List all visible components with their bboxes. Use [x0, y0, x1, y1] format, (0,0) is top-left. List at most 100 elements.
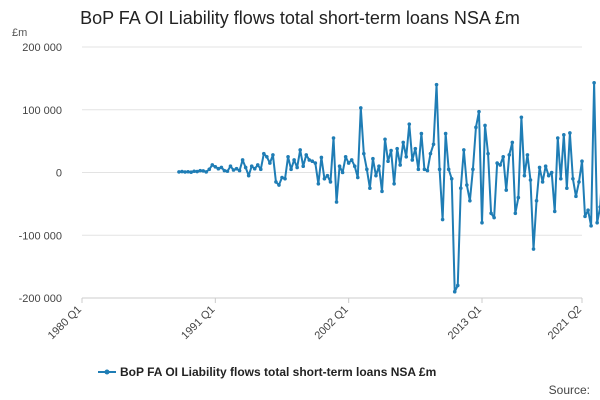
data-point[interactable]	[407, 122, 412, 126]
data-point[interactable]	[292, 158, 296, 162]
data-point[interactable]	[365, 167, 369, 172]
data-point[interactable]	[295, 165, 299, 170]
data-point[interactable]	[310, 159, 315, 163]
data-point[interactable]	[471, 167, 475, 172]
data-point[interactable]	[195, 169, 199, 174]
data-point[interactable]	[368, 186, 372, 190]
data-point[interactable]	[268, 161, 272, 165]
data-point[interactable]	[416, 167, 421, 172]
data-point[interactable]	[328, 180, 333, 184]
data-point[interactable]	[298, 148, 302, 152]
data-point[interactable]	[340, 170, 345, 175]
data-point[interactable]	[546, 173, 551, 178]
data-point[interactable]	[207, 167, 212, 172]
data-point[interactable]	[322, 176, 327, 181]
data-point[interactable]	[325, 173, 330, 178]
data-point[interactable]	[383, 137, 387, 142]
data-point[interactable]	[410, 158, 415, 162]
data-point[interactable]	[534, 198, 539, 203]
data-point[interactable]	[216, 166, 221, 171]
data-point[interactable]	[183, 170, 187, 174]
data-point[interactable]	[346, 161, 351, 165]
data-point[interactable]	[286, 155, 290, 159]
data-point[interactable]	[395, 146, 399, 151]
data-point[interactable]	[428, 151, 433, 156]
data-point[interactable]	[558, 176, 563, 181]
data-point[interactable]	[495, 161, 499, 165]
data-point[interactable]	[386, 159, 390, 163]
data-point[interactable]	[519, 115, 524, 120]
data-point[interactable]	[486, 151, 490, 156]
data-point[interactable]	[562, 133, 566, 137]
data-point[interactable]	[440, 217, 445, 222]
data-point[interactable]	[234, 166, 239, 171]
data-point[interactable]	[443, 131, 448, 136]
data-point[interactable]	[280, 175, 284, 180]
data-point[interactable]	[458, 186, 463, 190]
data-point[interactable]	[540, 180, 545, 184]
data-point[interactable]	[525, 153, 530, 157]
data-point[interactable]	[528, 178, 533, 182]
data-point[interactable]	[319, 155, 324, 160]
data-point[interactable]	[492, 215, 496, 220]
data-point[interactable]	[362, 151, 366, 156]
data-point[interactable]	[213, 165, 218, 169]
data-point[interactable]	[177, 170, 181, 174]
data-point[interactable]	[289, 167, 293, 172]
data-point[interactable]	[489, 211, 493, 216]
data-point[interactable]	[258, 167, 263, 172]
data-point[interactable]	[510, 140, 515, 145]
data-point[interactable]	[307, 158, 312, 162]
data-point[interactable]	[419, 131, 424, 136]
data-point[interactable]	[449, 176, 454, 181]
data-point[interactable]	[452, 289, 457, 294]
data-point[interactable]	[480, 220, 484, 225]
data-point[interactable]	[455, 283, 460, 288]
data-point[interactable]	[240, 158, 245, 162]
data-point[interactable]	[401, 140, 406, 145]
data-point[interactable]	[316, 182, 321, 186]
data-point[interactable]	[371, 156, 375, 161]
data-point[interactable]	[265, 155, 269, 159]
data-point[interactable]	[243, 165, 248, 170]
data-point[interactable]	[252, 166, 257, 171]
data-point[interactable]	[283, 176, 287, 181]
data-point[interactable]	[465, 183, 469, 187]
data-point[interactable]	[192, 169, 196, 174]
data-point[interactable]	[389, 148, 393, 153]
data-point[interactable]	[334, 200, 339, 204]
data-point[interactable]	[313, 161, 318, 165]
data-point[interactable]	[377, 164, 381, 169]
data-point[interactable]	[249, 164, 254, 169]
data-point[interactable]	[498, 163, 502, 167]
data-point[interactable]	[431, 142, 436, 147]
data-point[interactable]	[404, 155, 409, 159]
data-point[interactable]	[189, 170, 193, 174]
data-point[interactable]	[507, 153, 512, 157]
data-point[interactable]	[398, 163, 402, 167]
data-point[interactable]	[583, 214, 587, 219]
data-point[interactable]	[425, 168, 430, 173]
data-point[interactable]	[237, 168, 242, 173]
data-point[interactable]	[483, 123, 487, 128]
legend[interactable]: BoP FA OI Liability flows total short-te…	[98, 365, 436, 379]
data-point[interactable]	[204, 170, 209, 174]
data-point[interactable]	[228, 164, 233, 169]
data-point[interactable]	[513, 211, 518, 216]
data-point[interactable]	[501, 155, 506, 159]
data-point[interactable]	[304, 153, 309, 157]
data-point[interactable]	[555, 136, 560, 140]
data-point[interactable]	[580, 159, 584, 163]
data-point[interactable]	[358, 106, 363, 110]
data-point[interactable]	[392, 182, 396, 186]
data-point[interactable]	[531, 247, 536, 251]
data-point[interactable]	[231, 168, 236, 172]
data-point[interactable]	[565, 186, 569, 190]
data-point[interactable]	[343, 155, 348, 159]
data-point[interactable]	[349, 158, 354, 162]
data-point[interactable]	[201, 169, 206, 173]
data-point[interactable]	[477, 109, 481, 114]
data-point[interactable]	[413, 146, 418, 151]
data-point[interactable]	[352, 164, 357, 169]
data-point[interactable]	[262, 151, 266, 156]
